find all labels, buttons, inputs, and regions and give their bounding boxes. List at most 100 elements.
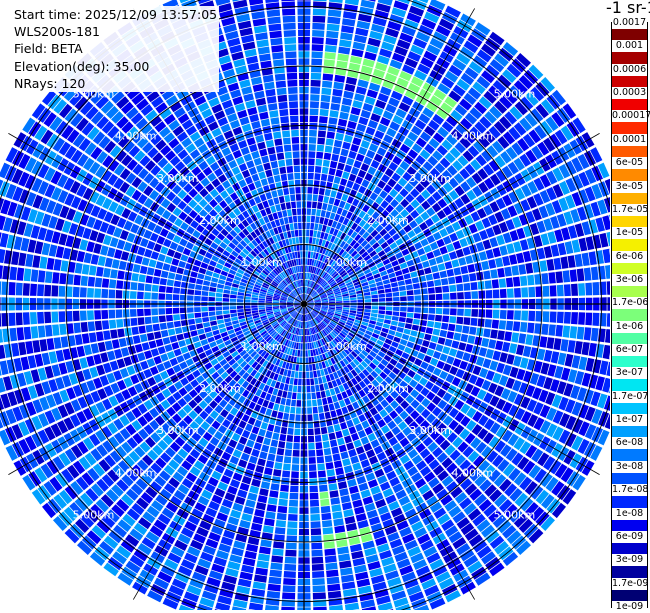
range-gate-cell	[202, 286, 209, 291]
range-gate-cell	[319, 217, 324, 224]
range-gate-cell	[210, 321, 217, 326]
range-gate-cell	[329, 302, 336, 304]
range-gate-cell	[249, 456, 258, 464]
range-gate-cell	[328, 591, 342, 599]
range-gate-cell	[59, 286, 66, 297]
range-gate-cell	[323, 74, 334, 81]
range-gate-cell	[287, 370, 291, 377]
range-gate-cell	[107, 351, 116, 361]
range-gate-cell	[305, 266, 307, 273]
range-gate-cell	[339, 39, 352, 47]
range-gate-cell	[329, 305, 336, 307]
range-gate-cell	[406, 318, 413, 324]
range-gate-cell	[378, 310, 385, 314]
range-gate-cell	[497, 268, 505, 278]
range-gate-cell	[314, 223, 318, 230]
range-gate-cell	[38, 326, 46, 338]
range-gate-cell	[365, 299, 372, 302]
range-gate-cell	[189, 251, 197, 259]
range-gate-cell	[443, 293, 450, 300]
range-gate-cell	[251, 411, 259, 419]
range-gate-cell	[171, 258, 179, 266]
range-gate-cell	[268, 402, 275, 410]
range-gate-cell	[492, 279, 499, 288]
range-gate-cell	[282, 592, 295, 599]
range-gate-cell	[273, 302, 280, 304]
range-gate-cell	[333, 518, 344, 526]
range-gate-cell	[329, 168, 336, 176]
range-gate-cell	[261, 481, 270, 489]
range-gate-cell	[44, 312, 51, 324]
range-gate-cell	[365, 306, 372, 309]
range-gate-cell	[435, 256, 443, 264]
range-gate-cell	[223, 310, 230, 314]
range-gate-cell	[176, 355, 184, 363]
range-gate-cell	[313, 607, 327, 610]
range-gate-cell	[343, 509, 354, 517]
range-gate-cell	[553, 338, 561, 350]
range-gate-cell	[378, 290, 385, 294]
range-gate-cell	[395, 270, 403, 276]
range-gate-cell	[345, 603, 359, 610]
range-gate-cell	[173, 294, 180, 300]
range-gate-cell	[117, 329, 125, 338]
range-gate-cell	[352, 137, 361, 145]
range-gate-cell	[462, 274, 470, 282]
range-gate-cell	[152, 316, 159, 323]
range-gate-cell	[336, 409, 343, 417]
range-gate-cell	[424, 267, 432, 274]
range-gate-cell	[145, 317, 152, 325]
range-gate-cell	[144, 350, 152, 359]
range-gate-cell	[348, 151, 357, 159]
range-gate-cell	[307, 386, 311, 393]
range-gate-cell	[486, 349, 494, 359]
range-gate-cell	[307, 208, 311, 215]
range-gate-cell	[578, 312, 585, 325]
range-gate-cell	[516, 253, 524, 264]
range-gate-cell	[518, 333, 526, 344]
range-gate-cell	[167, 322, 174, 329]
range-gate-cell	[326, 563, 338, 571]
range-gate-cell	[116, 290, 123, 299]
range-gate-cell	[521, 287, 528, 297]
range-gate-cell	[186, 242, 194, 250]
range-gate-cell	[328, 9, 342, 17]
range-gate-cell	[405, 323, 412, 329]
range-gate-cell	[317, 463, 325, 470]
range-gate-cell	[194, 260, 202, 267]
range-gate-cell	[309, 237, 313, 244]
range-gate-cell	[322, 520, 332, 527]
range-gate-cell	[411, 350, 419, 358]
range-gate-cell	[280, 485, 289, 492]
range-gate-cell	[575, 254, 583, 267]
range-gate-cell	[91, 343, 99, 354]
range-gate-cell	[433, 329, 441, 336]
range-gate-cell	[548, 272, 556, 284]
range-gate-cell	[105, 258, 113, 268]
range-gate-cell	[245, 499, 256, 508]
range-gate-cell	[560, 339, 568, 352]
range-gate-cell	[158, 254, 166, 262]
range-gate-cell	[352, 183, 360, 191]
range-gate-cell	[51, 285, 58, 296]
range-gate-cell	[317, 456, 325, 463]
range-gate-cell	[323, 441, 330, 448]
range-gate-cell	[479, 251, 487, 261]
range-gate-cell	[216, 297, 223, 301]
range-gate-cell	[230, 306, 237, 309]
range-gate-cell	[311, 386, 315, 393]
range-gate-cell	[131, 327, 139, 335]
range-gate-cell	[315, 385, 320, 392]
range-gate-cell	[481, 261, 489, 270]
range-gate-cell	[309, 464, 317, 471]
range-gate-cell	[436, 308, 443, 314]
range-gate-cell	[582, 253, 590, 266]
range-gate-cell	[166, 308, 173, 314]
range-gate-cell	[313, 230, 317, 237]
range-gate-cell	[23, 283, 30, 296]
range-gate-cell	[341, 575, 354, 583]
range-gate-cell	[313, 414, 319, 421]
range-gate-cell	[348, 449, 357, 457]
range-gate-cell	[325, 146, 333, 153]
range-gate-cell	[326, 138, 334, 146]
